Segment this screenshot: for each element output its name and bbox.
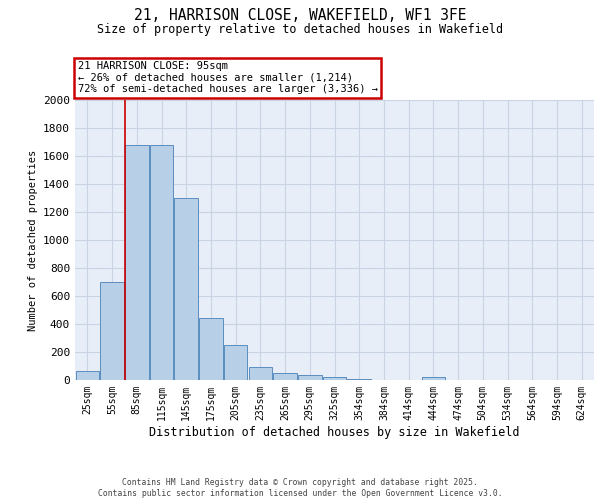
Bar bbox=[347, 378, 371, 380]
Text: 21 HARRISON CLOSE: 95sqm
← 26% of detached houses are smaller (1,214)
72% of sem: 21 HARRISON CLOSE: 95sqm ← 26% of detach… bbox=[77, 61, 377, 94]
Bar bbox=[100, 282, 124, 380]
Bar bbox=[76, 371, 99, 380]
X-axis label: Distribution of detached houses by size in Wakefield: Distribution of detached houses by size … bbox=[149, 426, 520, 438]
Text: Size of property relative to detached houses in Wakefield: Size of property relative to detached ho… bbox=[97, 22, 503, 36]
Bar bbox=[224, 345, 247, 380]
Bar bbox=[323, 376, 346, 380]
Bar bbox=[422, 377, 445, 380]
Bar bbox=[175, 198, 198, 380]
Text: 21, HARRISON CLOSE, WAKEFIELD, WF1 3FE: 21, HARRISON CLOSE, WAKEFIELD, WF1 3FE bbox=[134, 8, 466, 22]
Bar bbox=[274, 373, 297, 380]
Text: Contains HM Land Registry data © Crown copyright and database right 2025.
Contai: Contains HM Land Registry data © Crown c… bbox=[98, 478, 502, 498]
Bar bbox=[248, 366, 272, 380]
Bar bbox=[125, 145, 149, 380]
Bar bbox=[199, 318, 223, 380]
Bar bbox=[150, 145, 173, 380]
Bar bbox=[298, 375, 322, 380]
Y-axis label: Number of detached properties: Number of detached properties bbox=[28, 150, 38, 330]
